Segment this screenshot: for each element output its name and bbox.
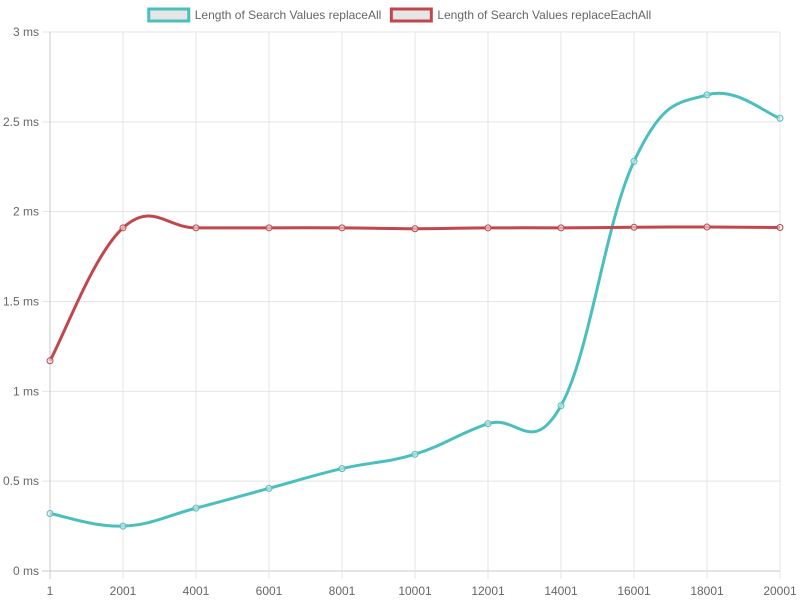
x-tick-label: 8001: [329, 584, 356, 598]
data-point[interactable]: [265, 484, 273, 492]
data-point[interactable]: [119, 224, 127, 232]
data-point[interactable]: [338, 465, 346, 473]
data-point[interactable]: [703, 223, 711, 231]
legend-label: Length of Search Values replaceEachAll: [437, 8, 651, 22]
x-tick-label: 18001: [690, 584, 724, 598]
x-tick-label: 16001: [617, 584, 651, 598]
legend-item-replaceeachall[interactable]: Length of Search Values replaceEachAll: [389, 7, 651, 23]
legend-swatch: [147, 7, 191, 23]
data-point[interactable]: [265, 224, 273, 232]
y-tick-label: 0 ms: [13, 564, 39, 578]
y-tick-label: 2 ms: [13, 205, 39, 219]
y-tick-label: 0.5 ms: [3, 474, 39, 488]
y-tick-label: 3 ms: [13, 25, 39, 39]
data-point[interactable]: [484, 224, 492, 232]
x-tick-label: 14001: [544, 584, 578, 598]
data-point[interactable]: [192, 224, 200, 232]
x-tick-label: 10001: [398, 584, 432, 598]
series-replaceeachall: [46, 214, 784, 365]
data-point[interactable]: [776, 223, 784, 231]
y-tick-label: 2.5 ms: [3, 115, 39, 129]
data-point[interactable]: [411, 225, 419, 233]
x-tick-label: 6001: [256, 584, 283, 598]
x-tick-label: 4001: [183, 584, 210, 598]
series-replaceall: [46, 91, 784, 530]
data-point[interactable]: [630, 157, 638, 165]
data-point[interactable]: [484, 420, 492, 428]
data-point[interactable]: [46, 357, 54, 365]
data-point[interactable]: [338, 224, 346, 232]
y-axis-ticks: 0 ms 0.5 ms 1 ms 1.5 ms 2 ms 2.5 ms 3 ms: [3, 25, 39, 578]
x-tick-label: 20001: [763, 584, 797, 598]
x-axis-ticks: 1 2001 4001 6001 8001 10001 12001 14001 16001 180…: [47, 584, 797, 598]
data-point[interactable]: [557, 224, 565, 232]
data-point[interactable]: [119, 522, 127, 530]
legend-item-replaceall[interactable]: Length of Search Values replaceAll: [147, 7, 382, 23]
x-tick-label: 1: [47, 584, 54, 598]
legend-swatch: [389, 7, 433, 23]
y-tick-label: 1.5 ms: [3, 295, 39, 309]
data-point[interactable]: [703, 91, 711, 99]
grid-lines: [42, 31, 781, 579]
data-point[interactable]: [46, 510, 54, 518]
series-layer: [46, 91, 784, 530]
data-point[interactable]: [411, 450, 419, 458]
legend[interactable]: Length of Search Values replaceAll Length…: [147, 7, 651, 23]
data-point[interactable]: [192, 504, 200, 512]
y-tick-label: 1 ms: [13, 384, 39, 398]
data-point[interactable]: [776, 114, 784, 122]
x-tick-label: 12001: [471, 584, 505, 598]
data-point[interactable]: [630, 223, 638, 231]
x-tick-label: 2001: [110, 584, 137, 598]
legend-label: Length of Search Values replaceAll: [195, 8, 382, 22]
data-point[interactable]: [557, 402, 565, 410]
series-line: [48, 214, 781, 362]
